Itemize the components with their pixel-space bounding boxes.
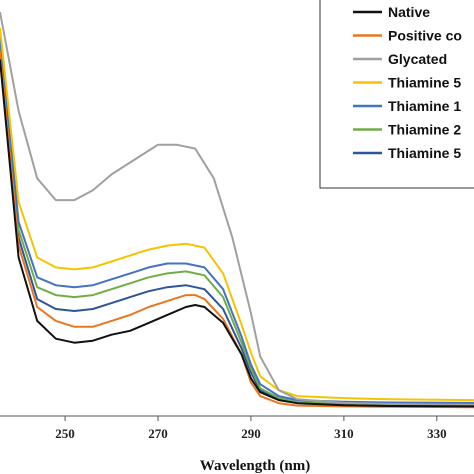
legend-items: Native Positive co Glycated Thiamine 5 Thiam…	[353, 4, 462, 161]
legend-label-4: Thiamine 1	[388, 98, 461, 114]
x-tick-label-1: 270	[148, 426, 168, 441]
x-tick-label-4: 330	[427, 426, 447, 441]
legend: Native Positive co Glycated Thiamine 5 Thiam…	[319, 0, 474, 189]
legend-label-0: Native	[388, 4, 430, 20]
legend-label-1: Positive co	[388, 28, 462, 44]
legend-label-5: Thiamine 2	[388, 122, 461, 138]
legend-label-3: Thiamine 5	[388, 75, 461, 91]
series-line-4	[0, 35, 474, 404]
series-line-5	[0, 39, 474, 406]
x-tick-layer: 250 270 290 310 330	[55, 416, 447, 441]
series-line-2	[0, 11, 474, 406]
series-layer	[0, 11, 474, 409]
legend-label-2: Glycated	[388, 51, 447, 67]
series-line-0	[0, 59, 474, 408]
x-tick-label-2: 290	[241, 426, 261, 441]
legend-label-6: Thiamine 5	[388, 145, 461, 161]
legend-box	[319, 0, 474, 189]
x-tick-label-0: 250	[55, 426, 75, 441]
x-tick-label-3: 310	[334, 426, 354, 441]
x-axis-title: Wavelength (nm)	[200, 458, 310, 474]
series-line-3	[0, 27, 474, 402]
series-line-1	[0, 51, 474, 409]
axes-layer: 250 270 290 310 330 Wavelength (nm)	[0, 415, 474, 474]
